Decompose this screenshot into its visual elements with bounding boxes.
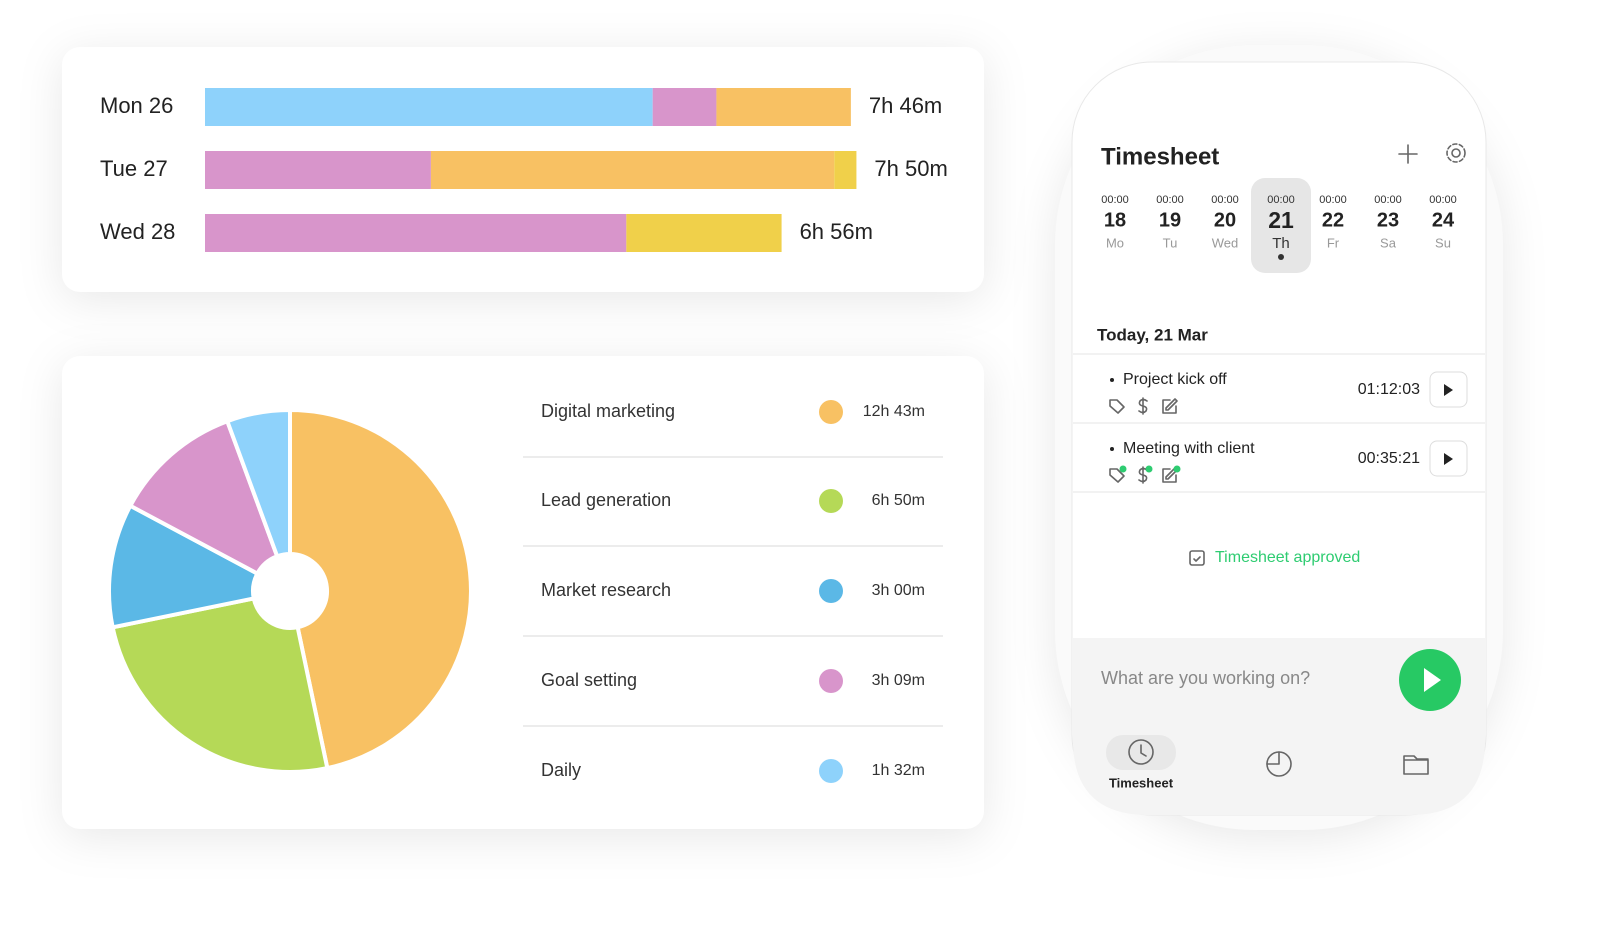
day-number[interactable]: 21 xyxy=(1268,207,1294,233)
add-icon[interactable] xyxy=(1398,144,1418,164)
entry-name[interactable]: Meeting with client xyxy=(1123,440,1255,457)
clock-hands xyxy=(1140,744,1147,757)
row-total: 7h 46m xyxy=(869,93,942,118)
row-total: 6h 56m xyxy=(800,219,873,244)
selected-dot xyxy=(1278,254,1284,260)
legend-value: 1h 32m xyxy=(872,762,925,779)
phone-bottom xyxy=(1073,638,1485,815)
status-dot xyxy=(1145,465,1153,473)
day-time[interactable]: 00:00 xyxy=(1319,194,1347,206)
legend-value: 3h 00m xyxy=(872,582,925,599)
edit-icon xyxy=(1162,398,1178,414)
day-number[interactable]: 20 xyxy=(1214,209,1236,231)
projects-icon[interactable] xyxy=(1403,755,1429,775)
legend-dot xyxy=(819,759,843,783)
bar-segment xyxy=(430,151,835,189)
day-weekday[interactable]: Th xyxy=(1272,235,1290,252)
day-time[interactable]: 00:00 xyxy=(1267,194,1295,206)
day-weekday[interactable]: Fr xyxy=(1327,235,1340,250)
settings-icon[interactable] xyxy=(1451,148,1461,158)
day-weekday[interactable]: Mo xyxy=(1106,235,1124,250)
play-icon xyxy=(1424,668,1441,692)
legend-dot xyxy=(819,579,843,603)
legend-dot xyxy=(819,669,843,693)
clock-icon xyxy=(1128,739,1154,765)
dollar-icon xyxy=(1138,397,1148,415)
day-number[interactable]: 19 xyxy=(1159,209,1181,231)
pie-slice xyxy=(225,408,292,559)
bullet xyxy=(1110,378,1114,382)
entry-duration[interactable]: 00:35:21 xyxy=(1358,450,1420,467)
day-time[interactable]: 00:00 xyxy=(1374,194,1402,206)
legend-value: 6h 50m xyxy=(872,492,925,509)
status-dot xyxy=(1173,465,1181,473)
tag-icon xyxy=(1109,468,1125,483)
bar-segment xyxy=(652,88,717,126)
day-time[interactable]: 00:00 xyxy=(1156,194,1184,206)
edit-icon xyxy=(1162,467,1178,483)
selected-day-bg[interactable] xyxy=(1251,178,1311,273)
check-icon xyxy=(1193,556,1201,562)
legend-dot xyxy=(819,489,843,513)
legend-label: Digital marketing xyxy=(541,401,675,421)
row-label: Wed 28 xyxy=(100,219,175,244)
date-heading: Today, 21 Mar xyxy=(1097,325,1208,344)
day-time[interactable]: 00:00 xyxy=(1101,194,1129,206)
input-placeholder[interactable]: What are you working on? xyxy=(1101,668,1310,688)
pie-slice xyxy=(110,596,330,774)
legend-value: 12h 43m xyxy=(863,403,925,420)
status-dot xyxy=(1119,465,1127,473)
legend-label: Goal setting xyxy=(541,670,637,690)
day-weekday[interactable]: Sa xyxy=(1380,235,1397,250)
status: Timesheet approved xyxy=(1215,549,1360,566)
tag-icon xyxy=(1109,399,1125,414)
legend-label: Lead generation xyxy=(541,490,671,510)
bar-segment xyxy=(716,88,851,126)
row-label: Tue 27 xyxy=(100,156,168,181)
row-total: 7h 50m xyxy=(874,156,947,181)
calendar-icon xyxy=(1189,550,1205,566)
legend-value: 3h 09m xyxy=(872,672,925,689)
pie-slice xyxy=(288,408,473,771)
day-weekday[interactable]: Tu xyxy=(1163,235,1178,250)
bullet xyxy=(1110,447,1114,451)
phone-title: Timesheet xyxy=(1101,143,1219,170)
entry-play-icon xyxy=(1444,384,1453,396)
dollar-icon xyxy=(1138,466,1148,484)
entry-name[interactable]: Project kick off xyxy=(1123,371,1227,388)
day-time[interactable]: 00:00 xyxy=(1429,194,1457,206)
day-number[interactable]: 24 xyxy=(1432,209,1455,231)
day-number[interactable]: 18 xyxy=(1104,209,1126,231)
legend-label: Market research xyxy=(541,580,671,600)
bar-segment xyxy=(205,88,653,126)
legend-dot xyxy=(819,400,843,424)
bar-segment xyxy=(205,214,627,252)
bar-segment xyxy=(205,151,431,189)
nav-label[interactable]: Timesheet xyxy=(1109,775,1174,790)
settings-icon-ring xyxy=(1446,143,1466,163)
day-weekday[interactable]: Wed xyxy=(1212,235,1239,250)
day-time[interactable]: 00:00 xyxy=(1211,194,1239,206)
day-number[interactable]: 23 xyxy=(1377,209,1399,231)
entry-play-icon xyxy=(1444,453,1453,465)
row-label: Mon 26 xyxy=(100,93,173,118)
day-number[interactable]: 22 xyxy=(1322,209,1344,231)
bar-segment xyxy=(834,151,857,189)
pie-slice xyxy=(107,503,260,630)
bar-segment xyxy=(626,214,782,252)
reports-icon-slice xyxy=(1266,751,1280,765)
day-weekday[interactable]: Su xyxy=(1435,235,1451,250)
legend-label: Daily xyxy=(541,760,581,780)
entry-duration[interactable]: 01:12:03 xyxy=(1358,381,1420,398)
